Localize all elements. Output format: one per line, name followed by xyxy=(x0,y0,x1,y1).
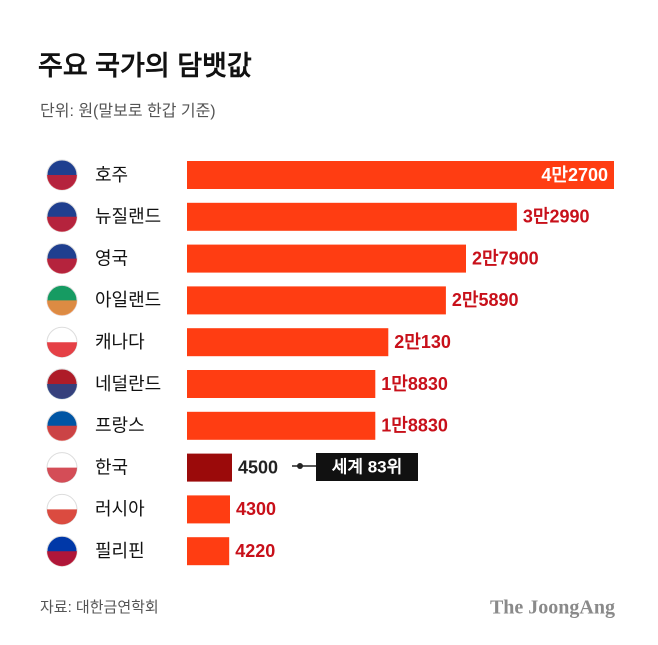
flag-part xyxy=(47,175,77,190)
bar xyxy=(187,537,230,566)
category-label: 호주 xyxy=(95,165,128,185)
bar xyxy=(187,202,517,231)
flag-part xyxy=(47,551,77,567)
category-label: 러시아 xyxy=(95,499,145,519)
value-label: 4만2700 xyxy=(541,165,608,185)
value-label: 4500 xyxy=(238,457,278,477)
bar xyxy=(187,244,466,273)
bar xyxy=(187,161,614,189)
category-label: 필리핀 xyxy=(95,541,145,561)
flag-part xyxy=(47,300,77,316)
bar xyxy=(187,453,232,482)
value-label: 4300 xyxy=(236,499,276,519)
category-label: 한국 xyxy=(95,457,128,477)
category-label: 영국 xyxy=(95,248,128,268)
value-label: 2만5890 xyxy=(452,290,519,310)
value-label: 2만130 xyxy=(394,332,451,352)
flag-part xyxy=(47,258,77,274)
annotation-box xyxy=(316,453,418,481)
category-label: 프랑스 xyxy=(95,416,145,436)
bar xyxy=(187,370,376,398)
category-label: 뉴질랜드 xyxy=(95,207,161,227)
annotation: 세계 83위 xyxy=(332,457,403,476)
flag-part xyxy=(47,342,77,358)
category-label: 아일랜드 xyxy=(95,290,161,310)
bar xyxy=(187,495,230,524)
value-label: 1만8830 xyxy=(381,416,448,436)
source: 자료: 대한금연학회 xyxy=(40,599,159,616)
flag-part xyxy=(47,216,77,232)
category-label: 캐나다 xyxy=(95,332,145,352)
value-label: 4220 xyxy=(235,541,275,561)
flag-part xyxy=(47,467,77,483)
value-label: 1만8830 xyxy=(381,374,448,394)
chart-title: 주요 국가의 담뱃값 xyxy=(38,51,252,81)
bar xyxy=(187,328,389,357)
flag-part xyxy=(47,509,77,525)
flag-part xyxy=(47,425,77,441)
category-label: 네덜란드 xyxy=(95,374,161,394)
brand: The JoongAng xyxy=(490,597,615,619)
flags xyxy=(46,159,78,567)
bar xyxy=(187,411,376,440)
value-label: 2만7900 xyxy=(472,248,539,268)
bar xyxy=(187,286,446,315)
annotation-dot xyxy=(297,463,303,469)
flag-part xyxy=(47,384,77,399)
value-label: 3만2990 xyxy=(523,207,590,227)
chart-subtitle: 단위: 원(말보로 한갑 기준) xyxy=(40,102,216,120)
